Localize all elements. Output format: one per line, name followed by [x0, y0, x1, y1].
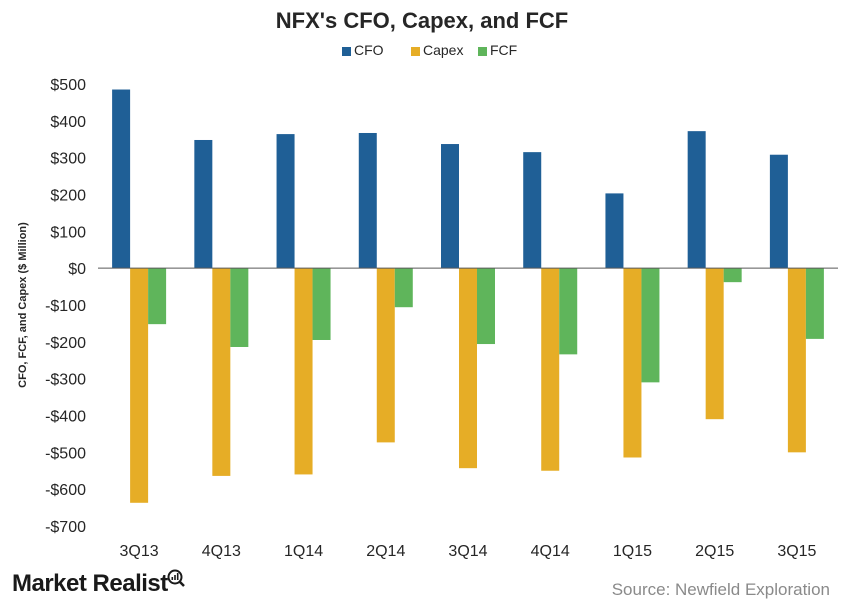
bar-capex-3q14	[459, 268, 477, 469]
bar-fcf-2q15	[723, 268, 742, 283]
x-tick-label: 2Q14	[366, 543, 405, 560]
bar-fcf-2q14	[394, 268, 413, 308]
source-note: Source: Newfield Exploration	[611, 580, 830, 599]
y-tick-label: $400	[50, 114, 86, 131]
legend-swatch-capex	[411, 47, 420, 56]
x-tick-label: 3Q15	[777, 543, 816, 560]
y-tick-label: -$500	[45, 445, 86, 462]
y-tick-label: $500	[50, 77, 86, 94]
bar-fcf-1q14	[312, 268, 331, 340]
bar-cfo-1q15	[605, 193, 624, 269]
bar-capex-4q13	[212, 268, 231, 476]
y-tick-label: -$600	[45, 482, 86, 499]
bar-cfo-4q13	[194, 139, 213, 269]
y-axis-label: CFO, FCF, and Capex ($ Million)	[17, 222, 29, 388]
x-tick-label: 1Q15	[613, 543, 652, 560]
bar-cfo-3q13	[112, 89, 131, 269]
bar-capex-4q14	[541, 268, 560, 471]
legend-label-capex: Capex	[423, 42, 463, 58]
legend-swatch-cfo	[342, 47, 351, 56]
bar-capex-3q13	[130, 268, 149, 503]
y-tick-label: -$200	[45, 335, 86, 352]
bar-capex-2q14	[376, 268, 395, 443]
bar-capex-1q15	[623, 268, 642, 458]
legend-label-fcf: FCF	[490, 42, 517, 58]
y-tick-label: -$300	[45, 372, 86, 389]
bar-fcf-4q14	[559, 268, 578, 355]
bar-fcf-1q15	[641, 268, 660, 383]
bar-cfo-4q14	[523, 152, 542, 269]
bar-fcf-3q13	[148, 268, 167, 325]
x-tick-label: 4Q13	[202, 543, 241, 560]
market-realist-logo: Market Realist	[12, 570, 168, 597]
y-tick-label: -$400	[45, 409, 86, 426]
y-tick-label: -$700	[45, 519, 86, 536]
bar-capex-2q15	[705, 268, 724, 420]
y-tick-label: $200	[50, 188, 86, 205]
y-tick-label: $100	[50, 224, 86, 241]
bar-fcf-3q14	[477, 268, 495, 345]
bar-cfo-2q14	[358, 132, 377, 269]
chart-title: NFX's CFO, Capex, and FCF	[275, 8, 569, 33]
x-tick-label: 2Q15	[695, 543, 734, 560]
x-tick-label: 3Q14	[448, 543, 487, 560]
bar-cfo-1q14	[276, 134, 295, 269]
legend-label-cfo: CFO	[354, 42, 384, 58]
chart-svg: CFO Capex FCF $500 $400 $300 $200 $100 $0 -$100 -$…	[17, 42, 838, 560]
y-tick-label: $0	[68, 261, 86, 278]
y-tick-label: $300	[50, 151, 86, 168]
x-tick-label: 4Q14	[531, 543, 570, 560]
y-tick-label: -$100	[45, 298, 86, 315]
bar-cfo-3q15	[769, 154, 788, 269]
bar-capex-3q15	[787, 268, 806, 453]
bar-fcf-3q15	[805, 268, 824, 339]
bar-capex-1q14	[294, 268, 313, 475]
bar-fcf-4q13	[230, 268, 249, 347]
legend-swatch-fcf	[478, 47, 487, 56]
bar-cfo-3q14	[441, 144, 459, 269]
x-tick-label: 1Q14	[284, 543, 323, 560]
bar-cfo-2q15	[687, 131, 706, 269]
magnifier-chart-icon	[167, 569, 185, 587]
x-tick-label: 3Q13	[120, 543, 159, 560]
